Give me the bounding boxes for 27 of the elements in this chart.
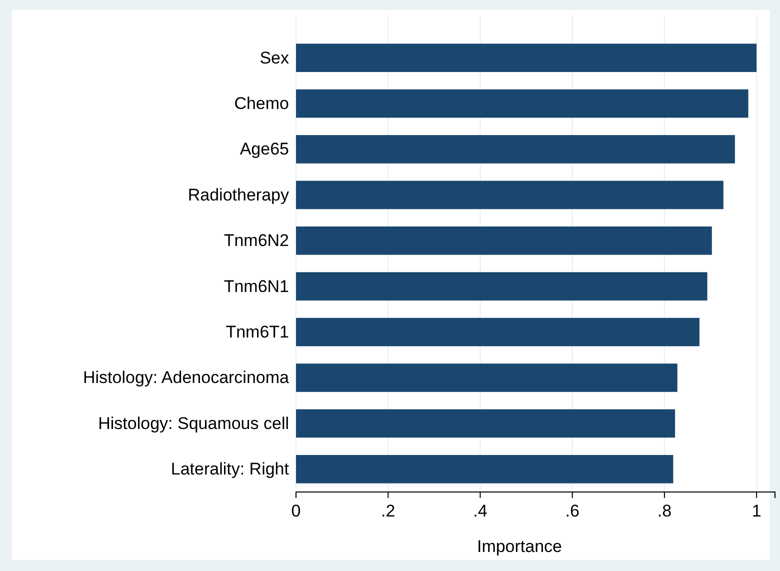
bar: [296, 44, 757, 72]
y-tick-label: Laterality: Right: [170, 460, 290, 479]
y-tick-label: Histology: Squamous cell: [98, 414, 289, 433]
bar: [296, 226, 712, 255]
y-tick-label: Chemo: [234, 94, 289, 113]
bar: [296, 409, 676, 438]
bar: [296, 180, 724, 210]
bar: [296, 272, 708, 301]
bar: [296, 318, 700, 346]
y-tick-label: Histology: Adenocarcinoma: [82, 368, 290, 388]
bar: [296, 364, 678, 392]
y-tick-label: Radiotherapy: [188, 185, 290, 204]
y-tick-label: Tnm6N1: [224, 276, 289, 296]
bar: [296, 89, 748, 118]
bar: [296, 135, 735, 164]
y-tick-label: Age65: [240, 140, 289, 159]
y-tick-label: Tnm6N2: [224, 231, 289, 250]
y-tick-label: Tnm6T1: [226, 322, 289, 342]
x-tick-label: 0: [291, 501, 301, 520]
bar: [296, 454, 674, 484]
x-axis-title: Importance: [476, 537, 562, 556]
x-tick-label: .4: [473, 501, 488, 520]
y-tick-label: Sex: [260, 48, 290, 68]
x-tick-label: .6: [565, 501, 580, 520]
x-tick-label: 1: [752, 501, 762, 520]
x-tick-label: .8: [657, 501, 672, 520]
x-tick-label: .2: [381, 501, 396, 520]
